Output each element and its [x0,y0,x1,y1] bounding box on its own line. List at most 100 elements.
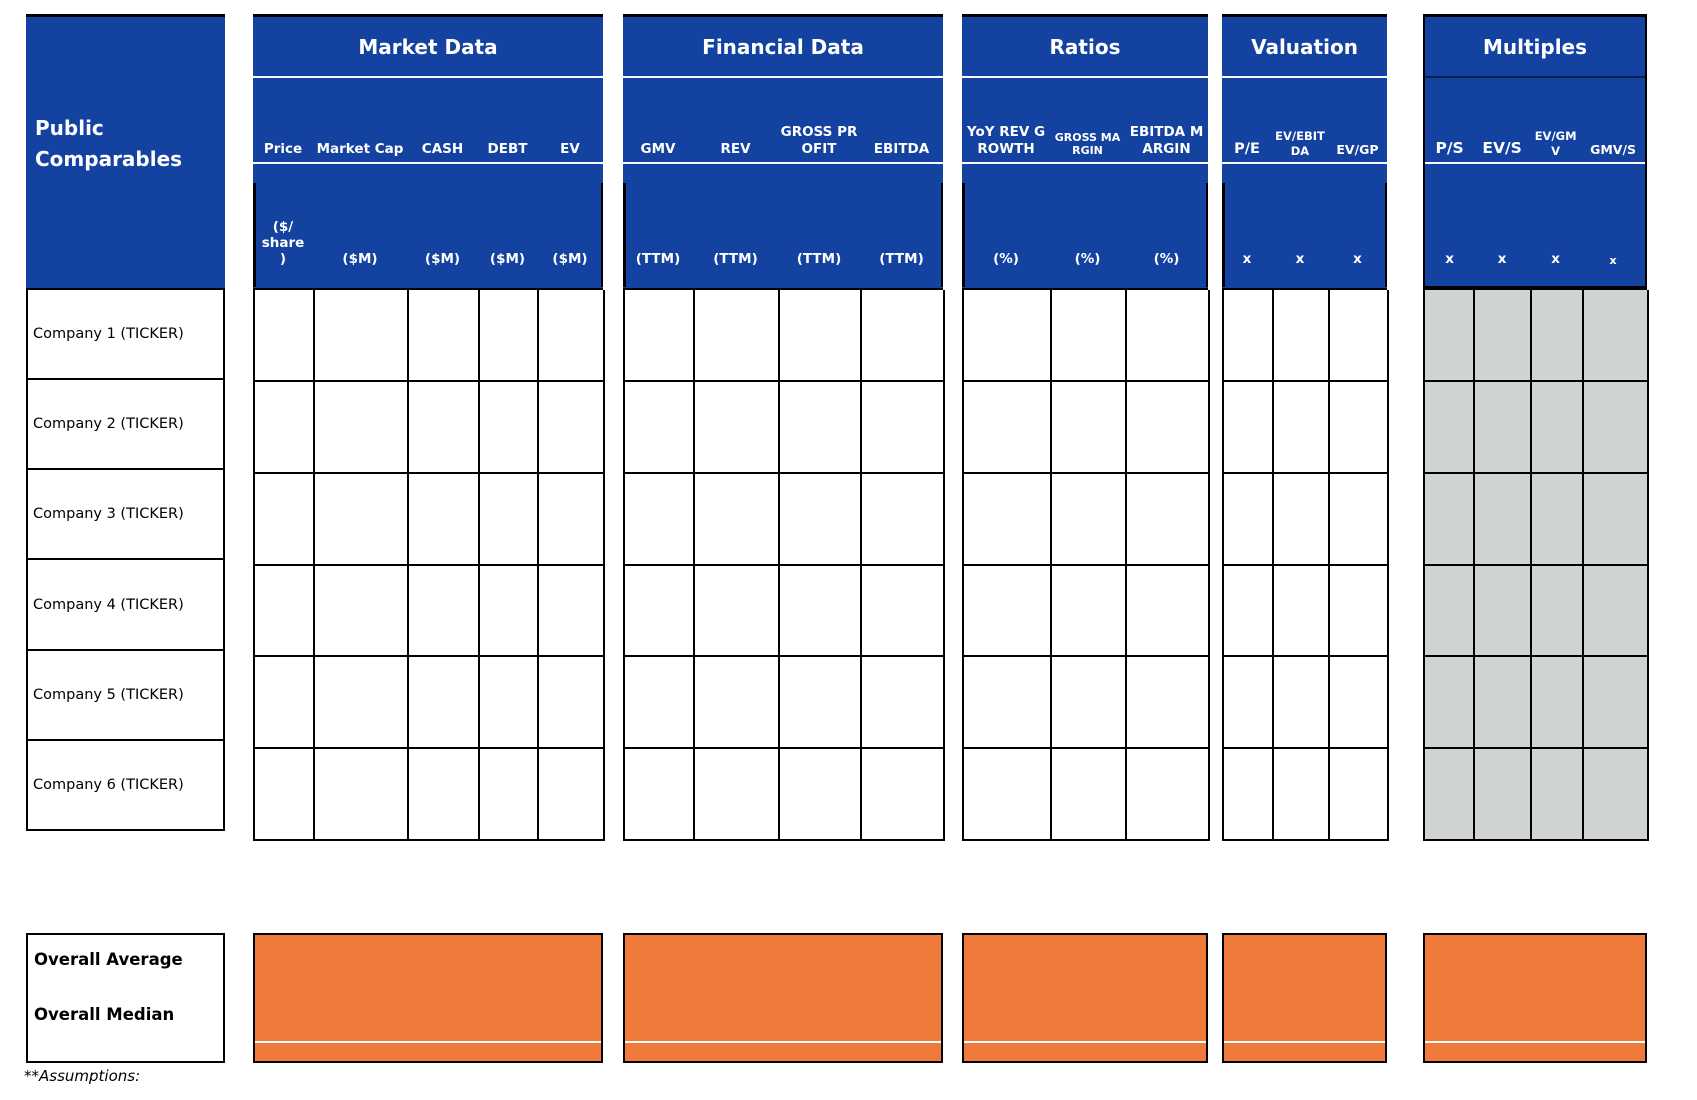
table-cell[interactable] [1330,749,1389,841]
table-cell[interactable] [1532,565,1584,658]
table-cell[interactable] [1475,290,1532,382]
table-cell[interactable] [1224,381,1274,474]
table-cell[interactable] [1584,473,1649,566]
table-cell[interactable] [1330,381,1389,474]
table-cell[interactable] [1475,473,1532,566]
table-cell[interactable] [1475,749,1532,841]
table-cell[interactable] [539,381,605,474]
summary-cells-market-data[interactable] [253,933,603,1063]
table-cell[interactable] [1224,657,1274,750]
table-cell[interactable] [315,749,409,841]
table-cell[interactable] [539,473,605,566]
table-cell[interactable] [695,473,780,566]
table-cell[interactable] [780,290,862,382]
table-cell[interactable] [1274,290,1330,382]
table-cell[interactable] [964,749,1052,841]
table-cell[interactable] [1425,565,1475,658]
table-cell[interactable] [255,749,315,841]
table-cell[interactable] [862,381,945,474]
table-cell[interactable] [780,473,862,566]
table-cell[interactable] [255,290,315,382]
table-cell[interactable] [1425,473,1475,566]
table-cell[interactable] [1532,381,1584,474]
table-cell[interactable] [1224,749,1274,841]
table-cell[interactable] [862,749,945,841]
table-cell[interactable] [409,381,480,474]
table-cell[interactable] [1425,290,1475,382]
table-cell[interactable] [780,749,862,841]
company-row-label[interactable]: Company 5 (TICKER) [26,648,225,741]
table-cell[interactable] [625,749,695,841]
table-cell[interactable] [409,565,480,658]
company-row-label[interactable]: Company 3 (TICKER) [26,468,225,561]
table-cell[interactable] [1052,290,1127,382]
table-cell[interactable] [1127,381,1210,474]
table-cell[interactable] [1274,565,1330,658]
table-cell[interactable] [255,381,315,474]
table-cell[interactable] [1052,473,1127,566]
table-cell[interactable] [862,565,945,658]
company-row-label[interactable]: Company 1 (TICKER) [26,288,225,381]
summary-cells-ratios[interactable] [962,933,1208,1063]
table-cell[interactable] [1330,565,1389,658]
table-cell[interactable] [255,657,315,750]
summary-cells-financial-data[interactable] [623,933,943,1063]
table-cell[interactable] [780,381,862,474]
company-row-label[interactable]: Company 2 (TICKER) [26,378,225,471]
table-cell[interactable] [780,565,862,658]
table-cell[interactable] [409,290,480,382]
table-cell[interactable] [862,657,945,750]
table-cell[interactable] [695,565,780,658]
table-cell[interactable] [1330,290,1389,382]
table-cell[interactable] [1127,290,1210,382]
table-cell[interactable] [1052,565,1127,658]
table-cell[interactable] [964,473,1052,566]
table-cell[interactable] [315,657,409,750]
table-cell[interactable] [480,657,539,750]
table-cell[interactable] [255,565,315,658]
company-row-label[interactable]: Company 6 (TICKER) [26,738,225,831]
table-cell[interactable] [1052,657,1127,750]
table-cell[interactable] [409,473,480,566]
table-cell[interactable] [480,290,539,382]
table-cell[interactable] [1330,657,1389,750]
table-cell[interactable] [780,657,862,750]
company-row-label[interactable]: Company 4 (TICKER) [26,558,225,651]
table-cell[interactable] [1584,381,1649,474]
table-cell[interactable] [1052,749,1127,841]
table-cell[interactable] [539,290,605,382]
table-cell[interactable] [409,657,480,750]
table-cell[interactable] [964,565,1052,658]
table-cell[interactable] [1274,473,1330,566]
table-cell[interactable] [1584,657,1649,750]
table-cell[interactable] [539,657,605,750]
table-cell[interactable] [480,565,539,658]
table-cell[interactable] [695,381,780,474]
table-cell[interactable] [480,381,539,474]
table-cell[interactable] [1425,749,1475,841]
table-cell[interactable] [1532,657,1584,750]
table-cell[interactable] [1274,749,1330,841]
table-cell[interactable] [695,290,780,382]
table-cell[interactable] [1052,381,1127,474]
table-cell[interactable] [1584,749,1649,841]
table-cell[interactable] [539,565,605,658]
table-cell[interactable] [862,473,945,566]
table-cell[interactable] [625,290,695,382]
table-cell[interactable] [1425,657,1475,750]
table-cell[interactable] [625,657,695,750]
table-cell[interactable] [695,657,780,750]
table-cell[interactable] [315,473,409,566]
table-cell[interactable] [1584,565,1649,658]
table-cell[interactable] [480,749,539,841]
table-cell[interactable] [1127,749,1210,841]
table-cell[interactable] [315,381,409,474]
table-cell[interactable] [1532,473,1584,566]
table-cell[interactable] [625,381,695,474]
table-cell[interactable] [964,290,1052,382]
table-cell[interactable] [1274,657,1330,750]
table-cell[interactable] [1224,565,1274,658]
table-cell[interactable] [255,473,315,566]
table-cell[interactable] [315,565,409,658]
table-cell[interactable] [1224,473,1274,566]
